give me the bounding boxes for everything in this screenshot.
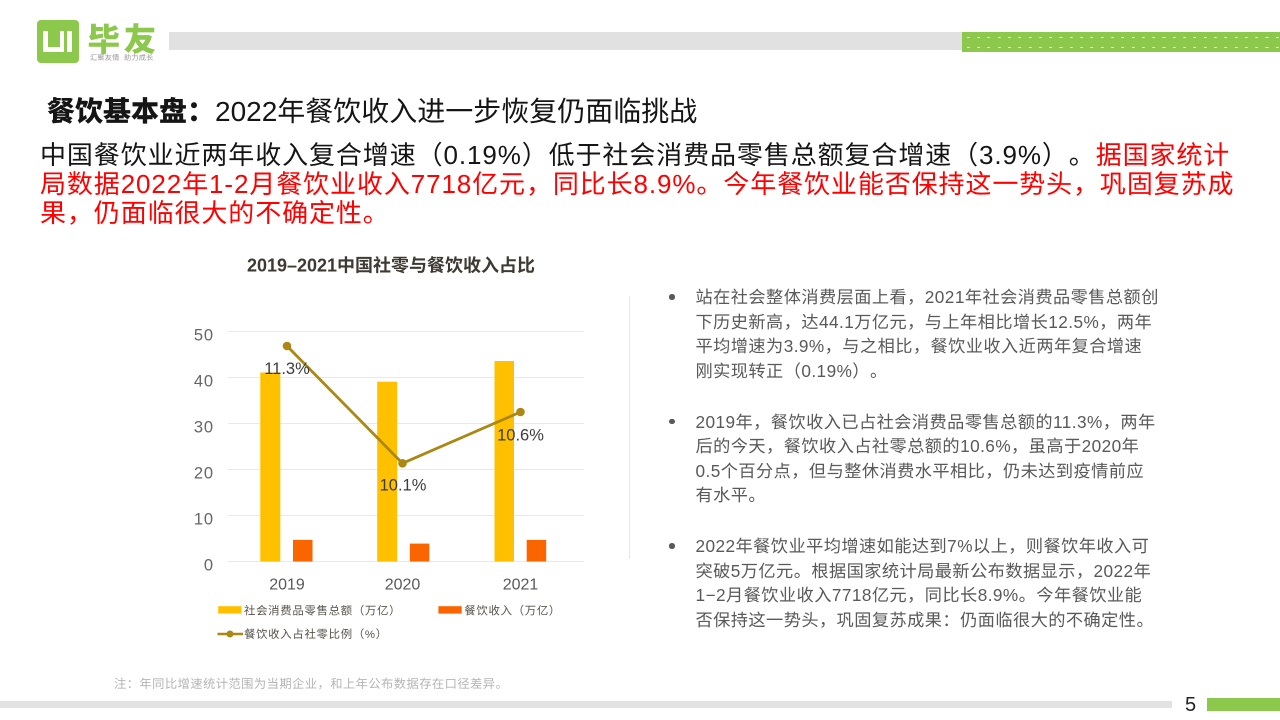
svg-text:10.6%: 10.6% — [497, 427, 544, 445]
svg-text:社会消费品零售总额（万亿）: 社会消费品零售总额（万亿） — [244, 605, 401, 618]
svg-text:2021: 2021 — [503, 577, 539, 594]
svg-text:0: 0 — [204, 557, 214, 575]
svg-text:10.1%: 10.1% — [380, 477, 427, 495]
svg-text:50: 50 — [194, 327, 214, 345]
svg-text:40: 40 — [194, 373, 214, 391]
svg-text:2019–2021中国社零与餐饮收入占比: 2019–2021中国社零与餐饮收入占比 — [247, 256, 535, 276]
svg-text:2019: 2019 — [269, 577, 305, 594]
svg-text:餐饮收入（万亿）: 餐饮收入（万亿） — [464, 605, 561, 618]
svg-text:11.3%: 11.3% — [264, 360, 310, 378]
svg-text:餐饮收入占社零比例（%）: 餐饮收入占社零比例（%） — [244, 628, 388, 641]
svg-text:20: 20 — [194, 465, 214, 483]
svg-text:2020: 2020 — [385, 577, 421, 594]
svg-text:10: 10 — [194, 511, 214, 529]
svg-text:30: 30 — [194, 419, 214, 437]
